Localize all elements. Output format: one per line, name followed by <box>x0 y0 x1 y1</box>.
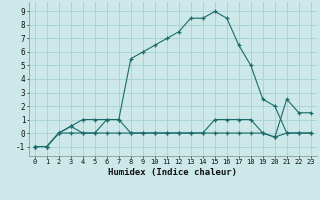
X-axis label: Humidex (Indice chaleur): Humidex (Indice chaleur) <box>108 168 237 177</box>
